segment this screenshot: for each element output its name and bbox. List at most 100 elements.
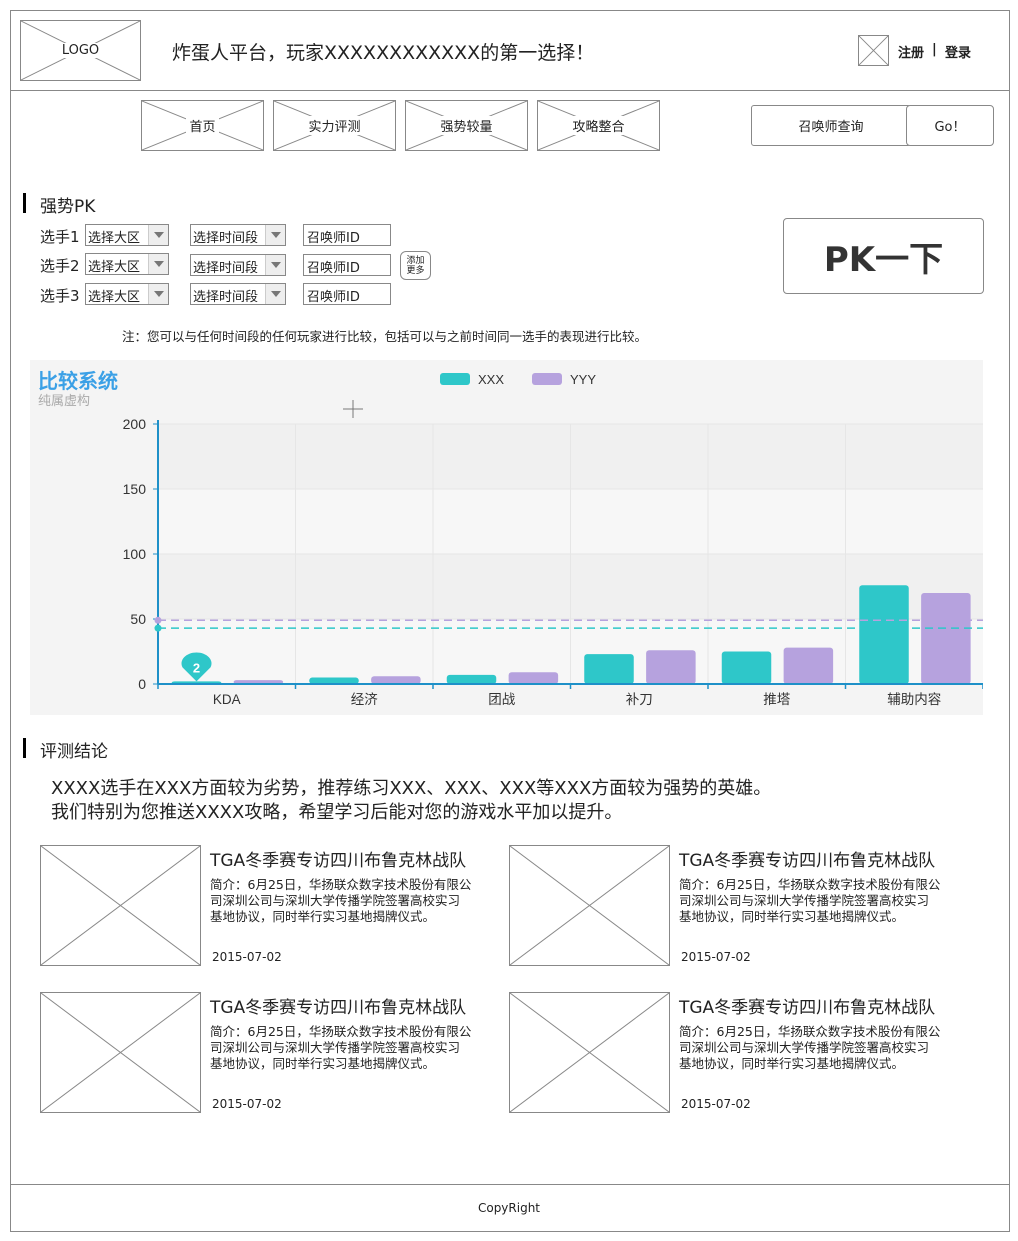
news-desc-line: 简介：6月25日，华扬联众数字技术股份有限公 — [210, 1024, 472, 1039]
news-thumbnail[interactable] — [40, 992, 201, 1113]
register-link[interactable]: 注册 — [898, 46, 925, 61]
nav-item-label: 强势较量 — [437, 116, 496, 135]
bar-XXX — [584, 654, 634, 684]
legend-label-XXX: XXX — [478, 372, 504, 387]
chart-marks: 2 — [154, 616, 983, 682]
x-tick-label: 辅助内容 — [887, 691, 941, 707]
go-button[interactable]: Go！ — [906, 105, 994, 146]
news-desc-line: 简介：6月25日，华扬联众数字技术股份有限公 — [679, 1024, 941, 1039]
news-desc: 简介：6月25日，华扬联众数字技术股份有限公 司深圳公司与深圳大学传播学院签署高… — [210, 877, 471, 925]
search-placeholder: 召唤师查询 — [798, 120, 864, 135]
auth-separator: | — [932, 42, 937, 57]
header-divider — [10, 90, 1010, 91]
news-thumbnail[interactable] — [509, 992, 670, 1113]
add-more-button[interactable]: 添加更多 — [400, 251, 431, 280]
logo[interactable]: LOGO — [20, 20, 141, 81]
chevron-down-icon — [148, 284, 168, 304]
news-desc-line: 基地协议，同时举行实习基地揭牌仪式。 — [679, 909, 905, 924]
select-value: 选择大区 — [88, 260, 141, 275]
nav-item-strength-eval[interactable]: 实力评测 — [273, 100, 396, 151]
news-date: 2015-07-02 — [681, 950, 751, 964]
news-title[interactable]: TGA冬季赛专访四川布鲁克林战队 — [679, 851, 936, 871]
bar-YYY — [508, 672, 559, 684]
select-value: 选择时间段 — [193, 290, 259, 305]
bar-XXX — [859, 585, 909, 684]
chart-axes: 0 50 100 150 200 KDA 经济 团战 补刀 推塔 辅助内容 — [123, 416, 983, 707]
average-line-start-XXX — [154, 624, 162, 632]
chevron-down-icon — [265, 225, 285, 245]
player-2-label: 选手2 — [40, 257, 80, 275]
chart-subtitle: 纯属虚构 — [38, 393, 90, 408]
player-2-period-select[interactable]: 选择时间段 — [190, 254, 286, 276]
login-link[interactable]: 登录 — [945, 46, 972, 61]
section-marker — [23, 738, 26, 758]
legend-label-YYY: YYY — [570, 372, 596, 387]
news-title[interactable]: TGA冬季赛专访四川布鲁克林战队 — [679, 998, 936, 1018]
y-tick-label: 150 — [123, 481, 147, 497]
x-tick-label: 经济 — [351, 692, 378, 707]
player-1-region-select[interactable]: 选择大区 — [85, 224, 169, 246]
news-desc: 简介：6月25日，华扬联众数字技术股份有限公 司深圳公司与深圳大学传播学院签署高… — [679, 1024, 940, 1072]
result-section-title: 评测结论 — [40, 742, 108, 762]
news-title[interactable]: TGA冬季赛专访四川布鲁克林战队 — [210, 998, 467, 1018]
news-desc: 简介：6月25日，华扬联众数字技术股份有限公 司深圳公司与深圳大学传播学院签署高… — [679, 877, 940, 925]
y-tick-label: 50 — [130, 611, 146, 627]
pk-button-label: PK一下 — [823, 239, 944, 280]
nav-item-label: 实力评测 — [305, 116, 364, 135]
news-desc-line: 简介：6月25日，华扬联众数字技术股份有限公 — [210, 877, 472, 892]
player-2-id-input[interactable]: 召唤师ID — [303, 254, 391, 276]
y-tick-label: 0 — [138, 676, 146, 692]
logo-label: LOGO — [58, 43, 103, 58]
legend-swatch-YYY — [532, 373, 562, 385]
pk-note: 注：您可以与任何时间段的任何玩家进行比较，包括可以与之前时间同一选手的表现进行比… — [122, 329, 648, 344]
player-2-region-select[interactable]: 选择大区 — [85, 253, 169, 275]
bar-YYY — [921, 593, 971, 684]
news-desc: 简介：6月25日，华扬联众数字技术股份有限公 司深圳公司与深圳大学传播学院签署高… — [210, 1024, 471, 1072]
news-thumbnail[interactable] — [509, 845, 670, 966]
footer-divider — [10, 1184, 1010, 1185]
player-1-period-select[interactable]: 选择时间段 — [190, 224, 286, 246]
x-tick-label: 团战 — [488, 692, 516, 707]
bar-YYY — [371, 676, 421, 684]
chevron-down-icon — [148, 254, 168, 274]
select-value: 选择时间段 — [193, 261, 259, 276]
news-desc-line: 基地协议，同时举行实习基地揭牌仪式。 — [210, 909, 436, 924]
y-tick-label: 100 — [123, 546, 147, 562]
news-desc-line: 简介：6月25日，华扬联众数字技术股份有限公 — [679, 877, 941, 892]
mark-point-pin — [181, 652, 212, 682]
player-3-id-input[interactable]: 召唤师ID — [303, 283, 391, 305]
player-3-period-select[interactable]: 选择时间段 — [190, 283, 286, 305]
chart-title: 比较系统 — [38, 369, 118, 393]
nav-item-guides[interactable]: 攻略整合 — [537, 100, 660, 151]
news-desc-line: 司深圳公司与深圳大学传播学院签署高校实习 — [679, 1040, 930, 1055]
conclusion-line-2: 我们特别为您推送XXXX攻略，希望学习后能对您的游戏水平加以提升。 — [51, 802, 623, 823]
news-desc-line: 司深圳公司与深圳大学传播学院签署高校实习 — [210, 1040, 461, 1055]
select-value: 选择大区 — [88, 290, 141, 305]
select-value: 选择时间段 — [193, 231, 259, 246]
pk-button[interactable]: PK一下 — [783, 218, 984, 294]
news-date: 2015-07-02 — [212, 1097, 282, 1111]
comparison-chart: 比较系统 纯属虚构 XXX YYY 0 50 100 150 200 KDA 经济 团战 补刀 推塔… — [30, 360, 983, 715]
news-title[interactable]: TGA冬季赛专访四川布鲁克林战队 — [210, 851, 467, 871]
player-3-label: 选手3 — [40, 287, 80, 305]
chart-grid — [158, 423, 983, 685]
select-value: 选择大区 — [88, 231, 141, 246]
player-1-id-input[interactable]: 召唤师ID — [303, 224, 391, 246]
site-tagline: 炸蛋人平台，玩家XXXXXXXXXXXX的第一选择！ — [172, 42, 595, 64]
nav-item-pk[interactable]: 强势较量 — [405, 100, 528, 151]
page-frame — [10, 10, 1010, 1232]
chart-canvas: 比较系统 纯属虚构 XXX YYY 0 50 100 150 200 KDA 经济 团战 补刀 推塔… — [38, 369, 983, 707]
chart-legend[interactable]: XXX YYY — [440, 372, 596, 387]
bar-XXX — [309, 677, 359, 684]
nav-item-home[interactable]: 首页 — [141, 100, 264, 151]
bar-XXX — [721, 651, 772, 684]
go-button-label: Go！ — [934, 120, 966, 135]
bar-XXX — [446, 674, 497, 684]
player-3-region-select[interactable]: 选择大区 — [85, 283, 169, 305]
x-tick-label: 推塔 — [763, 692, 791, 707]
news-desc-line: 基地协议，同时举行实习基地揭牌仪式。 — [679, 1056, 905, 1071]
user-avatar-icon[interactable] — [858, 35, 889, 66]
section-marker — [23, 193, 26, 213]
summoner-search-input[interactable]: 召唤师查询 — [751, 105, 911, 146]
news-thumbnail[interactable] — [40, 845, 201, 966]
